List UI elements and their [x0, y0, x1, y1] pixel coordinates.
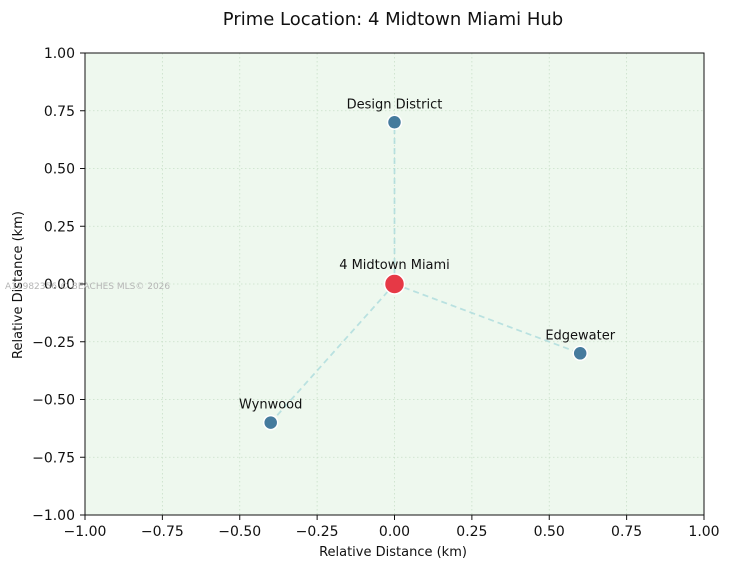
y-tick-label: 1.00	[44, 46, 75, 62]
connectors	[270, 122, 581, 424]
chart-title: Prime Location: 4 Midtown Miami Hub	[223, 9, 563, 30]
x-tick-label: 0.75	[611, 524, 642, 540]
y-tick-label: −1.00	[32, 508, 75, 524]
hub-label: 4 Midtown Miami	[339, 258, 450, 273]
neighborhood-label: Design District	[347, 97, 443, 112]
neighborhood-point	[572, 345, 588, 362]
axis-ticks	[80, 52, 705, 520]
neighborhood-label: Edgewater	[545, 328, 615, 343]
x-axis-label: Relative Distance (km)	[319, 545, 467, 560]
y-axis-label: Relative Distance (km)	[11, 211, 26, 359]
connector-line	[270, 283, 396, 424]
data-point-labels: Design District Edgewater Wynwood 4 Midtown…	[239, 97, 616, 412]
connector-line	[394, 283, 581, 355]
x-tick-labels: −1.00 −0.75 −0.50 −0.25 0.00 0.25 0.50 0.75 1.00	[64, 524, 720, 540]
neighborhood-label: Wynwood	[239, 398, 302, 413]
x-tick-label: 0.25	[456, 524, 487, 540]
x-tick-label: −1.00	[64, 524, 107, 540]
y-tick-label: 0.25	[44, 219, 75, 235]
x-tick-label: 0.50	[534, 524, 565, 540]
x-tick-label: 0.00	[379, 524, 410, 540]
y-tick-label: 0.50	[44, 162, 75, 178]
hub-point	[383, 273, 406, 295]
neighborhood-point	[262, 414, 279, 431]
y-tick-label: 0.00	[44, 277, 75, 293]
x-tick-label: −0.75	[141, 524, 184, 540]
watermark-text: A11982356 © BEACHES MLS© 2026	[5, 282, 170, 292]
y-tick-label: −0.50	[32, 393, 75, 409]
y-tick-label: −0.75	[32, 450, 75, 466]
x-tick-label: −0.50	[218, 524, 261, 540]
neighborhood-point	[386, 114, 403, 131]
y-tick-labels: −1.00 −0.75 −0.50 −0.25 0.00 0.25 0.50 0.75 1.00	[32, 46, 75, 524]
y-tick-label: 0.75	[44, 104, 75, 120]
data-points	[262, 114, 588, 431]
x-tick-label: 1.00	[688, 524, 719, 540]
y-tick-label: −0.25	[32, 335, 75, 351]
x-tick-label: −0.25	[296, 524, 339, 540]
